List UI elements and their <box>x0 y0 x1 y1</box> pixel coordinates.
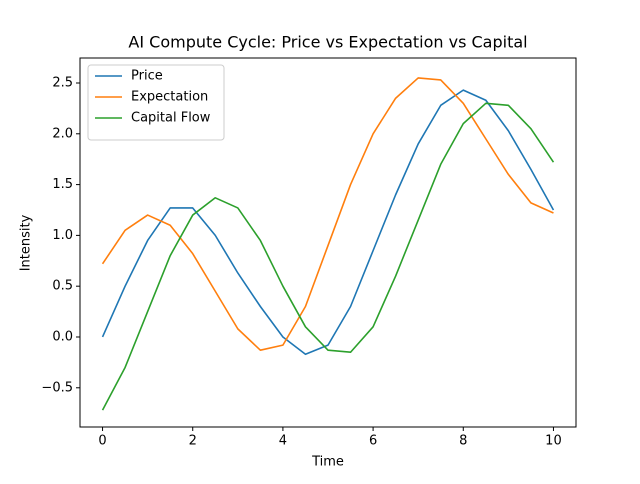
series-line <box>101 89 555 356</box>
plot-frame <box>79 57 577 428</box>
x-axis-label: Time <box>311 455 344 470</box>
y-tick-label: 0.5 <box>52 279 73 294</box>
y-tick-label: 2.5 <box>52 75 73 90</box>
legend-label: Price <box>131 69 163 84</box>
y-axis-label: Intensity <box>19 214 34 271</box>
legend-box <box>87 64 225 141</box>
x-tick-label: 2 <box>189 434 197 449</box>
legend-label: Expectation <box>131 90 208 105</box>
x-tick-label: 4 <box>279 434 287 449</box>
x-tick-label: 8 <box>459 434 467 449</box>
series-line <box>101 102 555 411</box>
y-tick-label: −0.5 <box>41 380 73 395</box>
x-tick-label: 6 <box>369 434 377 449</box>
y-tick-label: 0.0 <box>52 329 73 344</box>
x-tick-label: 0 <box>98 434 106 449</box>
y-tick-label: 2.0 <box>52 126 73 141</box>
series-line <box>101 77 554 351</box>
x-tick-label: 10 <box>545 434 562 449</box>
legend: Price Expectation Capital Flow <box>87 64 225 141</box>
legend-label: Capital Flow <box>131 111 211 126</box>
chart-title: AI Compute Cycle: Price vs Expectation v… <box>128 33 527 52</box>
y-tick-label: 1.0 <box>52 228 73 243</box>
y-tick-label: 1.5 <box>52 177 73 192</box>
